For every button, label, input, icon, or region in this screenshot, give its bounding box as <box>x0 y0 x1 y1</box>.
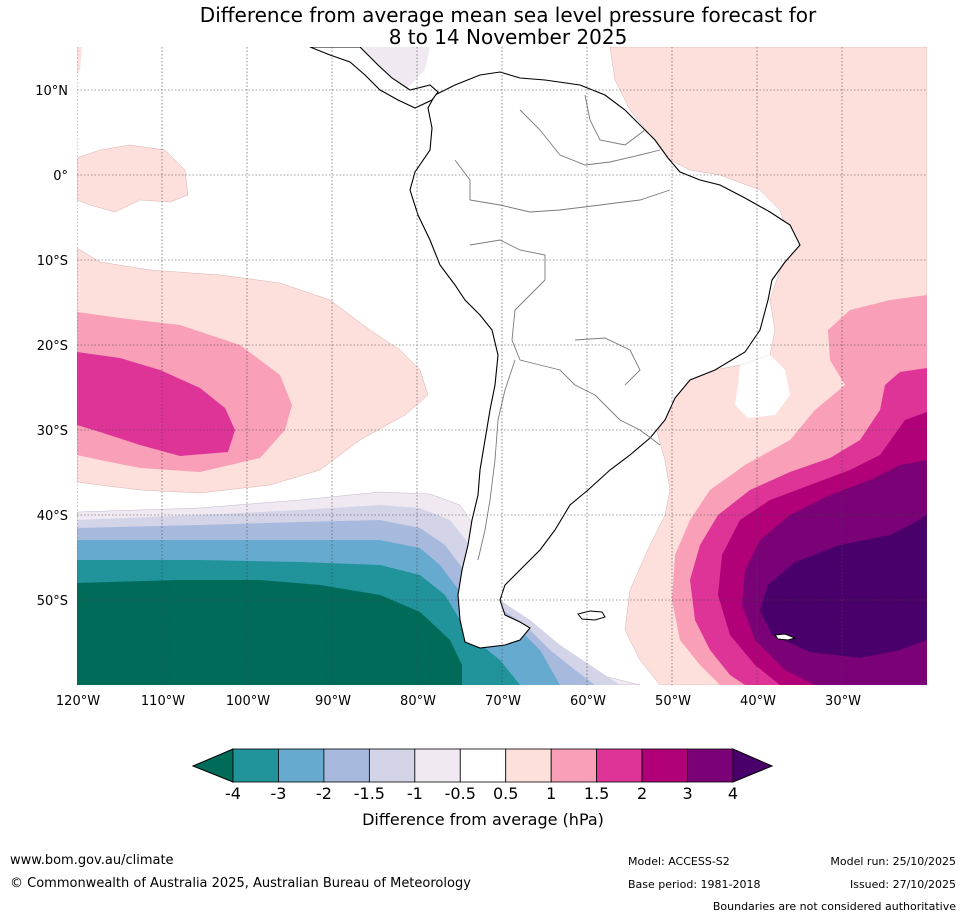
lat-label: 40°S <box>37 509 68 524</box>
colorbar-label: Difference from average (hPa) <box>362 810 604 829</box>
central-america-landmass <box>309 47 439 109</box>
colorbar-tick-label: -1 <box>407 784 423 803</box>
colorbar-tick-label: 3 <box>682 784 692 803</box>
colorbar-ticks: -4 -3 -2 -1.5 -1 -0.5 0.5 1 1.5 2 3 4 <box>225 784 738 803</box>
title-line-1: Difference from average mean sea level p… <box>199 3 817 27</box>
colorbar-tick-label: 2 <box>637 784 647 803</box>
colorbar-tick-label: 1 <box>546 784 556 803</box>
lon-label: 120°W <box>56 694 100 709</box>
colorbar-under-arrow <box>191 748 234 783</box>
colorbar-bin <box>232 748 279 783</box>
colorbar-tick-label: 1.5 <box>584 784 609 803</box>
colorbar-bin <box>641 748 688 783</box>
country-borders <box>454 94 671 561</box>
colorbar-bin <box>459 748 507 783</box>
colorbar-bin <box>596 748 643 783</box>
lon-label: 50°W <box>655 694 691 709</box>
colorbar-tick-label: -4 <box>225 784 241 803</box>
footer-disclaimer: Boundaries are not considered authoritat… <box>712 900 956 913</box>
colorbar-bins <box>232 748 734 783</box>
footer-website[interactable]: www.bom.gov.au/climate <box>10 853 174 868</box>
colorbar-tick-label: 4 <box>728 784 738 803</box>
lat-label: 50°S <box>37 594 68 609</box>
anomaly-contour-neutral-notch <box>735 355 790 418</box>
lon-label: 80°W <box>400 694 436 709</box>
footer-copyright: © Commonwealth of Australia 2025, Austra… <box>10 876 471 891</box>
footer-issued: Issued: 27/10/2025 <box>849 878 956 891</box>
lon-label: 110°W <box>141 694 185 709</box>
colorbar-bin <box>505 748 552 783</box>
map-title: Difference from average mean sea level p… <box>0 4 965 48</box>
colorbar-bin <box>368 748 416 783</box>
south-georgia <box>774 633 797 641</box>
anomaly-contour-neg-0.5-north <box>360 47 430 90</box>
anomaly-contour-pos-4-atlantic <box>760 515 927 658</box>
footer-model-run: Model run: 25/10/2025 <box>830 855 956 868</box>
colorbar-bin <box>323 748 370 783</box>
lat-label: 10°S <box>37 254 68 269</box>
lon-label: 100°W <box>226 694 270 709</box>
lon-label: 30°W <box>825 694 861 709</box>
lat-label: 10°N <box>35 84 68 99</box>
title-line-2: 8 to 14 November 2025 <box>388 25 628 49</box>
colorbar-bin <box>278 748 325 783</box>
lon-label: 40°W <box>740 694 776 709</box>
lon-label: 90°W <box>315 694 351 709</box>
anomaly-contour-pos-0.5-equatorial <box>77 144 189 213</box>
anomaly-contour-neg-4 <box>77 580 462 685</box>
colorbar-tick-label: -3 <box>270 784 286 803</box>
footer-model: Model: ACCESS-S2 <box>628 855 730 868</box>
colorbar-tick-label: -0.5 <box>445 784 476 803</box>
latitude-labels: 10°N 0° 10°S 20°S 30°S 40°S 50°S <box>35 84 68 609</box>
colorbar-bin <box>687 748 734 783</box>
lat-label: 20°S <box>37 339 68 354</box>
lat-label: 0° <box>53 169 68 184</box>
anomaly-contour-pos-0.5-north <box>77 47 82 75</box>
map-plot-area <box>77 47 927 685</box>
colorbar-over-arrow <box>732 748 774 783</box>
lon-label: 60°W <box>570 694 606 709</box>
lon-label: 70°W <box>485 694 521 709</box>
longitude-labels: 120°W 110°W 100°W 90°W 80°W 70°W 60°W 50… <box>56 694 861 709</box>
falkland-islands <box>577 610 606 621</box>
colorbar-bin <box>414 748 461 783</box>
colorbar: -4 -3 -2 -1.5 -1 -0.5 0.5 1 1.5 2 3 4 Difference fr… <box>191 748 774 829</box>
graticule <box>77 47 927 685</box>
colorbar-tick-label: -2 <box>316 784 332 803</box>
footer-base-period: Base period: 1981-2018 <box>628 878 761 891</box>
colorbar-tick-label: 0.5 <box>493 784 518 803</box>
colorbar-tick-label: -1.5 <box>354 784 385 803</box>
colorbar-bin <box>550 748 598 783</box>
lat-label: 30°S <box>37 424 68 439</box>
